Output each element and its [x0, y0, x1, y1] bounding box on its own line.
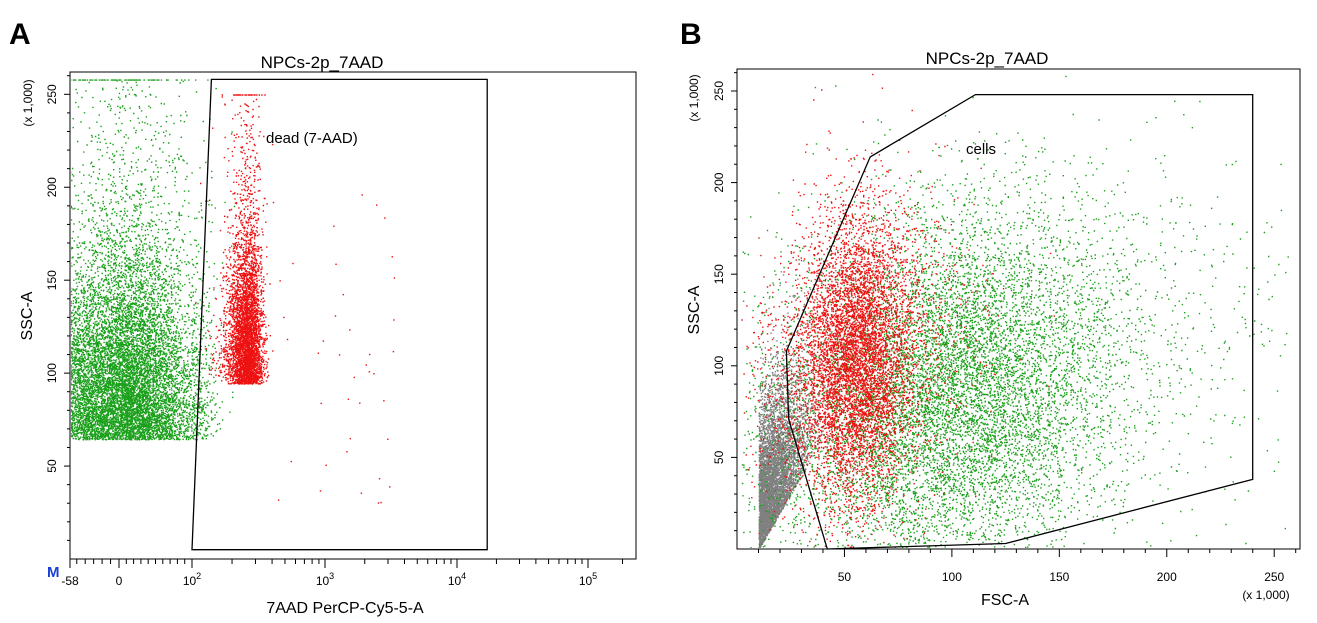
- panel-a-outlier-point: [368, 371, 371, 373]
- panel-a-scatter-marks: [71, 79, 237, 441]
- panel-a-outlier-point: [325, 464, 327, 467]
- panel-b-gate-label: cells: [966, 141, 996, 158]
- panel-a-gate: [191, 78, 488, 551]
- panel-a-outlier-point: [349, 437, 352, 440]
- panel-a-points: [71, 79, 396, 504]
- panel-b-gate-polygon: [785, 93, 1254, 550]
- panel-a-outlier-point: [369, 353, 371, 356]
- panel-a-outlier-point: [384, 217, 386, 219]
- panel-a-outlier-point: [317, 352, 320, 354]
- panel-a-outlier-point: [338, 354, 341, 356]
- panel-a-outlier-point: [361, 194, 363, 196]
- panel-b-y-multiplier: (x 1,000): [687, 74, 701, 121]
- panel-a-plot-frame: [69, 71, 637, 560]
- panel-a-gate-polygon: [191, 78, 488, 551]
- panel-a-outlier-point: [333, 225, 335, 227]
- panel-a-outlier-point: [387, 438, 389, 441]
- panel-a-outlier-point: [380, 501, 382, 504]
- panel-a-outlier-point: [283, 316, 285, 319]
- panel-a-scatter-marks: [187, 94, 275, 385]
- panel-a-x-axis-label: 7AAD PerCP-Cy5-5-A: [266, 600, 424, 617]
- panel-b-y-tick-label: 250: [712, 81, 726, 101]
- panel-a-outlier-point: [346, 451, 348, 453]
- panel-a-y-tick-label: 50: [45, 459, 59, 473]
- panel-a-series-dead: [187, 94, 275, 385]
- panel-a-outlier-point: [277, 499, 280, 501]
- panel-b-x-axis-label: FSC-A: [981, 592, 1029, 609]
- panel-a-outlier-point: [360, 492, 363, 494]
- panel-a-outlier-point: [391, 256, 393, 258]
- panel-b-y-axis-label: SSC-A: [686, 285, 703, 334]
- panel-b-x-tick-label: 150: [1049, 570, 1069, 584]
- panel-a-outlier-point: [365, 364, 367, 366]
- panel-b-series-debris: [758, 223, 841, 548]
- panel-a-x-tick-label: -58: [61, 574, 79, 588]
- panel-a-outlier-point: [290, 460, 292, 463]
- panel-a-outlier-point: [319, 490, 322, 492]
- panel-a-axes: 50 100 150 200 250 -58 0 102 103 104 105: [45, 75, 624, 588]
- panel-a-outlier-point: [349, 329, 351, 331]
- panel-a-outlier-point: [378, 478, 381, 480]
- panel-a-outliers: [277, 194, 396, 504]
- panel-a-outlier-point: [286, 338, 289, 341]
- panel-b: B NPCs-2p_7AAD cells 50 100 150 200 250 50 100…: [680, 18, 1301, 609]
- panel-a-x-tick-label: 104: [448, 571, 466, 588]
- panel-b-x-tick-label: 100: [942, 570, 962, 584]
- panel-a-y-axis-label: SSC-A: [19, 291, 36, 340]
- panel-a-outlier-point: [389, 486, 391, 488]
- panel-a-outlier-point: [347, 398, 350, 401]
- panel-b-x-tick-label: 250: [1264, 570, 1284, 584]
- panel-a-outlier-point: [279, 280, 281, 282]
- panel-b-letter: B: [680, 18, 702, 51]
- panel-a-outlier-point: [353, 376, 355, 379]
- panel-a-outlier-point: [376, 204, 378, 206]
- panel-a-outlier-point: [342, 293, 344, 296]
- panel-a-y-multiplier: (x 1,000): [21, 79, 35, 126]
- panel-b-plot-frame: [736, 68, 1301, 550]
- panel-b-x-multiplier: (x 1,000): [1242, 588, 1289, 602]
- panel-a-x-tick-label: 103: [316, 571, 334, 588]
- panel-a-y-tick-label: 150: [45, 270, 59, 290]
- panel-a-outlier-point: [393, 319, 395, 321]
- panel-a-outlier-point: [383, 400, 385, 402]
- panel-a-outlier-point: [377, 502, 380, 504]
- panel-a-x-tick-label: 0: [116, 574, 123, 588]
- panel-a-m-marker: M: [47, 564, 60, 581]
- panel-a-x-tick-label: 105: [579, 571, 597, 588]
- panel-a-gate-label: dead (7-AAD): [266, 130, 358, 147]
- panel-b-x-tick-label: 200: [1157, 570, 1177, 584]
- panel-a-outlier-point: [392, 350, 395, 353]
- panel-a-title: NPCs-2p_7AAD: [261, 53, 384, 72]
- panel-a-outlier-point: [334, 315, 337, 317]
- panel-a-outlier-point: [373, 373, 375, 375]
- panel-b-y-tick-label: 200: [712, 172, 726, 192]
- panel-a-y-tick-label: 100: [45, 363, 59, 383]
- panel-a-y-tick-label: 200: [45, 177, 59, 197]
- panel-a-y-tick-label: 250: [45, 84, 59, 104]
- panel-b-scatter-marks: [741, 73, 1055, 548]
- panel-b-scatter-marks: [758, 223, 841, 548]
- panel-a-outlier-point: [335, 263, 337, 265]
- panel-b-points: [741, 73, 1289, 548]
- panel-a-outlier-point: [393, 277, 396, 279]
- panel-b-y-tick-label: 50: [712, 450, 726, 464]
- panel-b-y-tick-label: 100: [712, 355, 726, 375]
- panel-b-series-live: [741, 75, 1289, 548]
- panel-a-outlier-point: [359, 402, 361, 404]
- panel-a-series-live: [71, 79, 237, 441]
- panel-b-axes: 50 100 150 200 250 50 100 150 200 250: [712, 72, 1297, 584]
- panel-a-outlier-point: [320, 402, 322, 405]
- panel-b-x-tick-label: 50: [838, 570, 852, 584]
- panel-b-y-tick-label: 150: [712, 264, 726, 284]
- panel-a: A NPCs-2p_7AAD dead (7-AAD) 50 100 150 200 2…: [9, 18, 637, 617]
- panel-b-title: NPCs-2p_7AAD: [926, 49, 1049, 68]
- panel-a-outlier-point: [322, 340, 325, 342]
- panel-b-scatter-marks: [741, 75, 1289, 548]
- panel-a-letter: A: [9, 18, 31, 51]
- panel-b-series-dead: [741, 73, 1055, 548]
- panel-a-outlier-point: [292, 262, 294, 265]
- panel-b-gate: [785, 93, 1254, 550]
- panel-a-x-tick-label: 102: [183, 571, 201, 588]
